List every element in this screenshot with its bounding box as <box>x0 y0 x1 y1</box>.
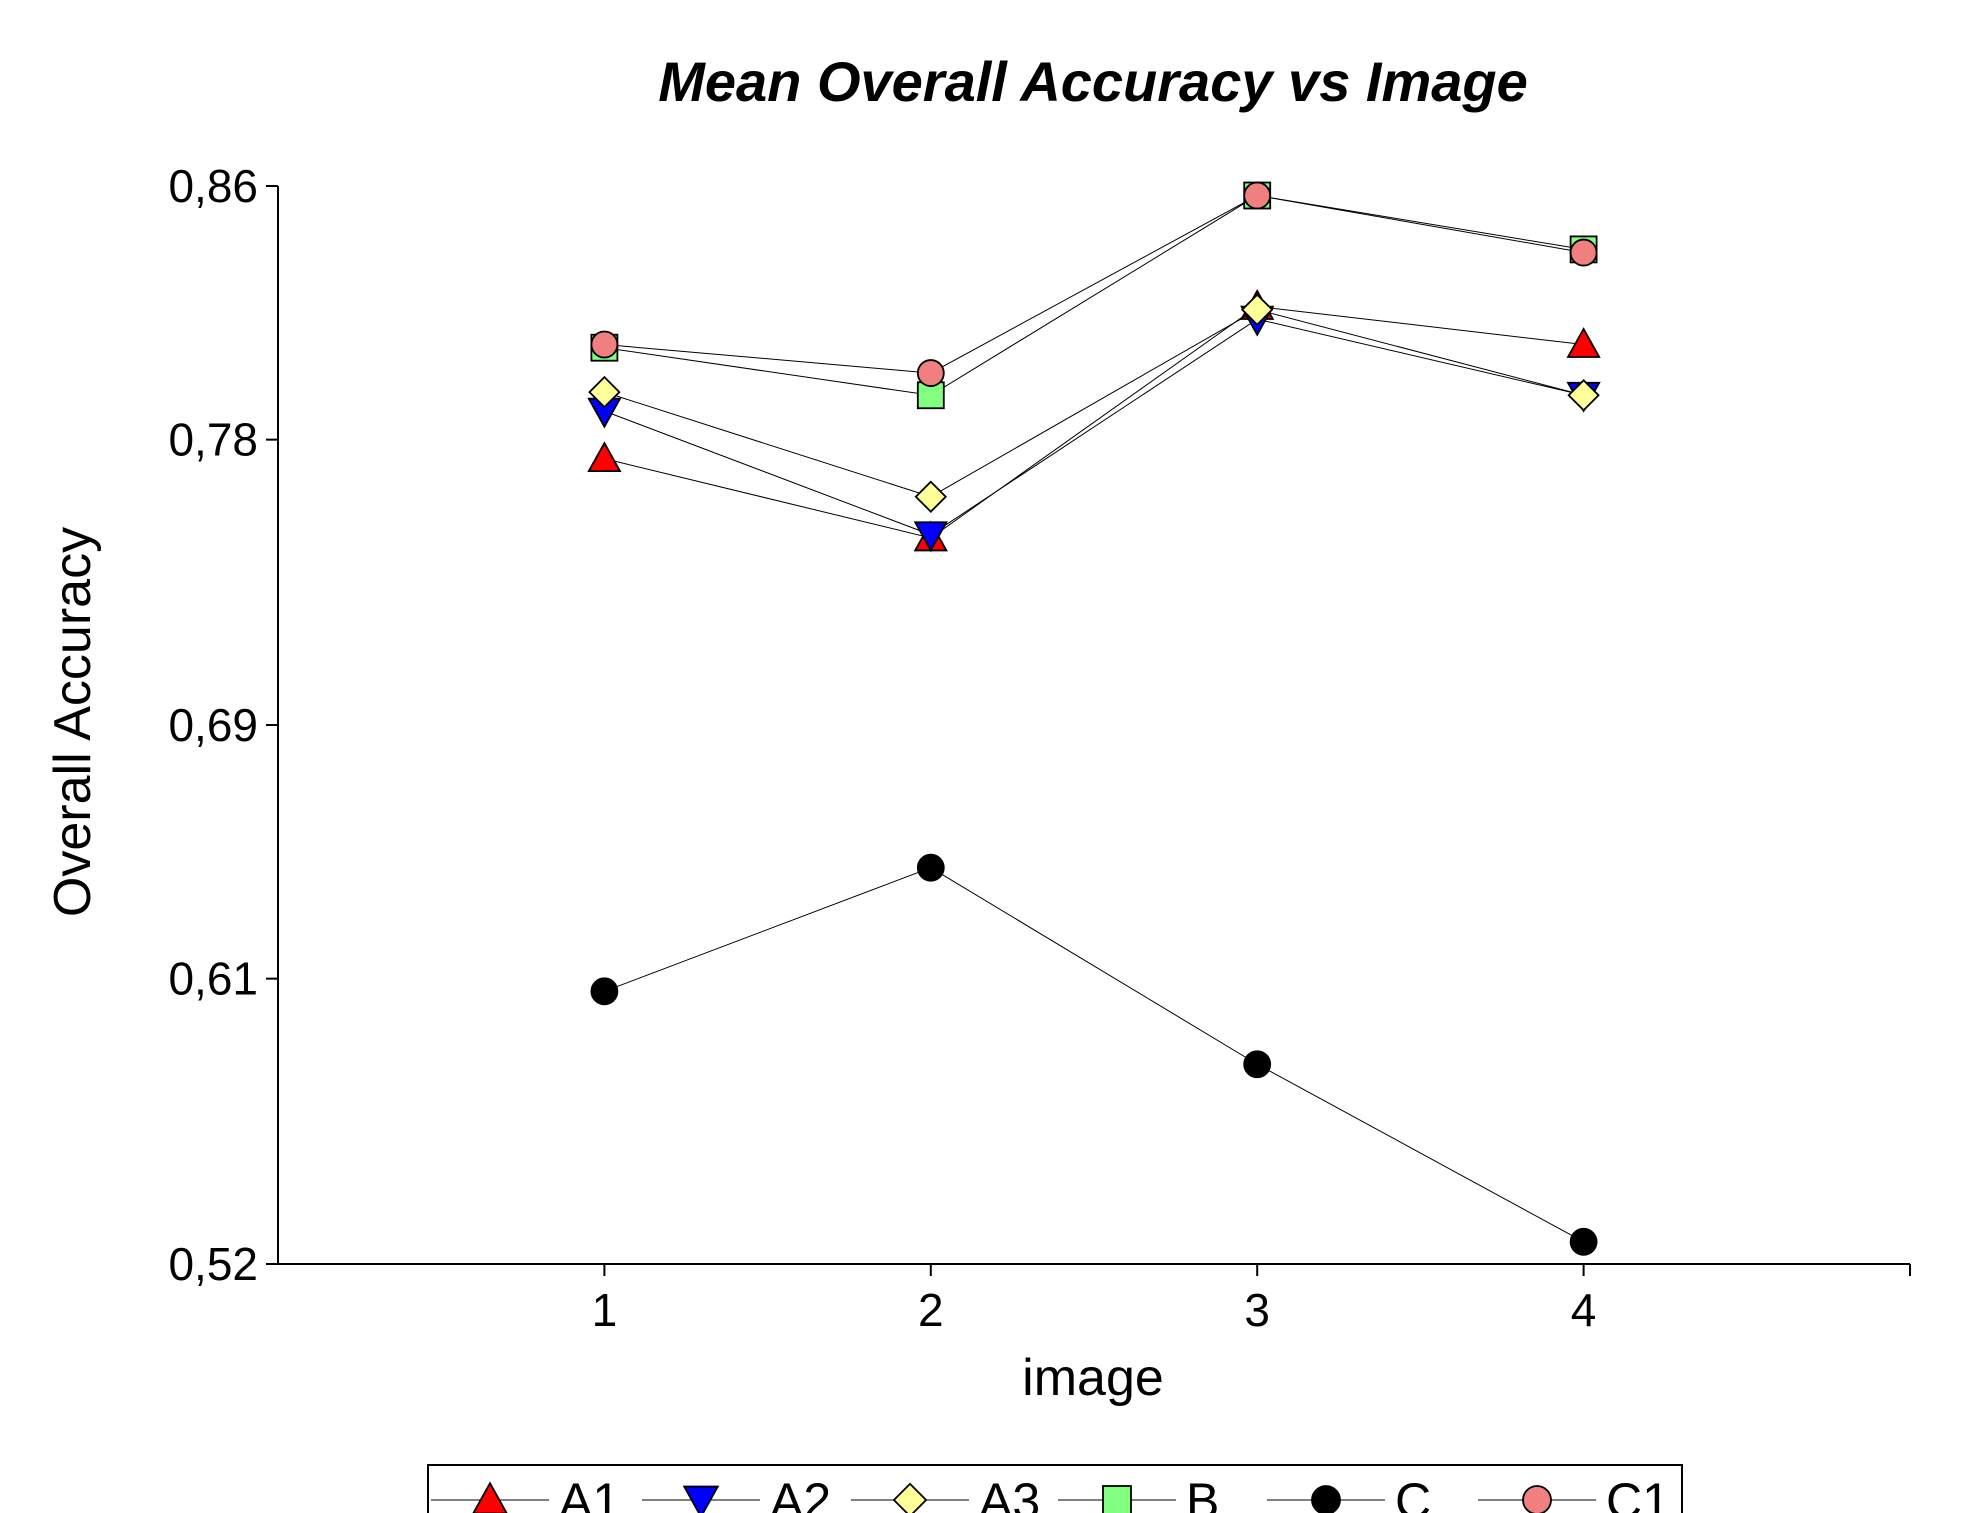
series-line-c1 <box>604 194 1584 374</box>
x-axis-label: image <box>1022 1349 1164 1407</box>
data-point-c <box>916 853 945 882</box>
series-b <box>590 181 1598 410</box>
series-a1 <box>587 289 1601 552</box>
y-axis-label: Overall Accuracy <box>44 527 102 917</box>
data-point-c1 <box>590 330 619 359</box>
series-layer <box>587 181 1601 1256</box>
x-tick-label: 3 <box>1244 1284 1270 1336</box>
x-tick-label: 4 <box>1571 1284 1597 1336</box>
data-point-a3 <box>1240 293 1274 326</box>
data-point-a3 <box>914 480 948 513</box>
data-point-c <box>590 977 619 1006</box>
legend-item-c: C <box>1267 1473 1431 1513</box>
data-point-a3 <box>588 375 621 409</box>
series-line-a2 <box>604 318 1584 536</box>
data-point-a2 <box>913 521 948 553</box>
data-point-a1 <box>1566 327 1601 358</box>
x-tick-label: 2 <box>918 1284 944 1336</box>
x-ticks: 1 2 3 4 <box>592 1264 1597 1336</box>
legend-label: A3 <box>979 1473 1040 1513</box>
data-point-c1 <box>1569 238 1598 267</box>
y-tick-label: 0,61 <box>168 953 258 1005</box>
data-point-c <box>1243 1050 1272 1079</box>
y-ticks: 0,52 0,61 0,69 0,78 0,86 <box>168 160 278 1290</box>
y-tick-label: 0,69 <box>168 699 258 751</box>
legend-label: A2 <box>770 1473 831 1513</box>
series-c <box>590 853 1598 1256</box>
y-tick-label: 0,52 <box>168 1238 258 1290</box>
x-tick-label: 1 <box>592 1284 618 1336</box>
data-point-c <box>1569 1227 1598 1256</box>
legend-item-c1: C1 <box>1478 1473 1670 1513</box>
legend-marker-c1 <box>1522 1485 1552 1513</box>
legend-label: B <box>1186 1473 1219 1513</box>
series-line-a3 <box>604 309 1584 498</box>
series-c1 <box>590 181 1598 387</box>
data-point-a1 <box>587 441 622 473</box>
data-point-c1 <box>916 359 945 387</box>
series-line-c <box>604 867 1584 1243</box>
legend-marker-a3 <box>892 1482 928 1513</box>
series-a3 <box>588 293 1600 513</box>
legend-marker-b <box>1102 1485 1132 1513</box>
legend-marker-a2 <box>682 1485 720 1513</box>
legend-item-b: B <box>1058 1473 1219 1513</box>
legend-item-a1: A1 <box>431 1473 620 1513</box>
y-tick-label: 0,78 <box>168 414 258 466</box>
series-a2 <box>587 305 1601 553</box>
legend-item-a3: A3 <box>851 1473 1040 1513</box>
data-point-a3 <box>1567 379 1600 412</box>
y-tick-label: 0,86 <box>168 160 258 212</box>
data-point-c1 <box>1243 181 1272 210</box>
legend-label: C1 <box>1606 1473 1670 1513</box>
chart-title: Mean Overall Accuracy vs Image <box>658 50 1528 113</box>
legend-marker-a1 <box>472 1481 508 1513</box>
legend-item-a2: A2 <box>642 1473 831 1513</box>
legend-box <box>427 1464 1683 1513</box>
legend-marker-c <box>1311 1485 1341 1513</box>
legend-label: C <box>1395 1473 1431 1513</box>
series-line-b <box>604 194 1584 396</box>
series-line-a1 <box>604 305 1584 539</box>
legend-label: A1 <box>559 1473 620 1513</box>
legend: A1 A2 A3 B C C1 <box>427 1464 1683 1513</box>
